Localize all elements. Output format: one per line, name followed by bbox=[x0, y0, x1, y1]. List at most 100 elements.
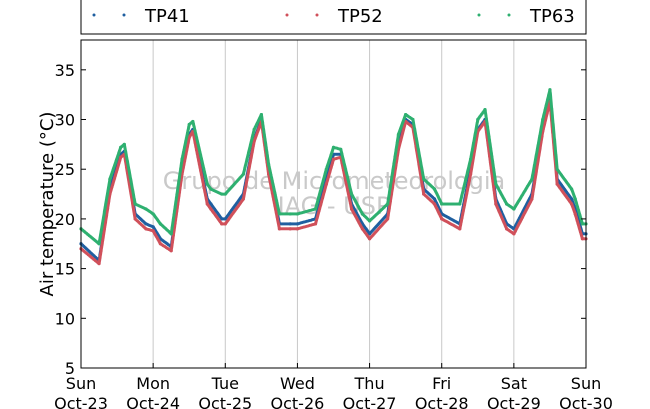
data-point bbox=[360, 212, 364, 216]
x-tick-label-date: Oct-25 bbox=[198, 394, 252, 409]
y-axis: 5 10 15 20 25 30 35 bbox=[55, 61, 586, 378]
data-point bbox=[367, 237, 372, 241]
data-point bbox=[339, 147, 343, 151]
data-point bbox=[209, 207, 213, 211]
data-point bbox=[458, 227, 462, 231]
data-point bbox=[205, 202, 209, 206]
data-point bbox=[505, 227, 509, 231]
data-point bbox=[187, 135, 191, 140]
data-point bbox=[569, 197, 574, 201]
data-point bbox=[187, 122, 191, 127]
legend-label-tp41: TP41 bbox=[144, 6, 190, 27]
data-point bbox=[324, 167, 328, 171]
data-point bbox=[422, 177, 426, 181]
data-point bbox=[277, 212, 281, 216]
data-point bbox=[512, 232, 516, 236]
data-point bbox=[133, 217, 137, 221]
data-point bbox=[432, 202, 437, 206]
data-point bbox=[191, 119, 195, 124]
x-tick-label-day: Thu bbox=[354, 374, 385, 393]
legend: TP41 TP52 TP63 bbox=[80, 0, 587, 35]
x-tick-label-day: Fri bbox=[432, 374, 451, 393]
legend-label-tp52: TP52 bbox=[337, 6, 383, 27]
data-point bbox=[494, 202, 498, 206]
x-tick-label-day: Mon bbox=[136, 374, 170, 393]
data-point bbox=[223, 222, 227, 226]
data-point bbox=[468, 157, 473, 161]
data-point bbox=[151, 229, 155, 233]
x-tick-label-date: Oct-23 bbox=[54, 394, 108, 409]
watermark-line-1: Grupo de Micrometeorologia bbox=[163, 167, 505, 195]
data-point bbox=[313, 207, 318, 211]
data-point bbox=[151, 225, 155, 229]
data-point bbox=[555, 167, 559, 171]
data-point bbox=[396, 132, 401, 137]
data-point bbox=[548, 88, 552, 92]
data-point bbox=[223, 217, 227, 221]
data-point bbox=[541, 117, 545, 122]
data-point bbox=[288, 222, 292, 226]
data-point bbox=[144, 222, 148, 226]
data-point bbox=[367, 219, 372, 223]
x-tick-label-day: Sat bbox=[501, 374, 527, 393]
data-point bbox=[440, 202, 444, 206]
data-point bbox=[349, 207, 354, 211]
data-point bbox=[288, 227, 292, 231]
x-tick-label-date: Oct-24 bbox=[126, 394, 180, 409]
data-point bbox=[241, 197, 245, 201]
data-point bbox=[220, 222, 224, 226]
data-point bbox=[223, 192, 227, 196]
data-point bbox=[411, 117, 415, 122]
data-point bbox=[209, 202, 213, 206]
data-point bbox=[367, 232, 372, 236]
data-point bbox=[331, 157, 336, 161]
data-point bbox=[169, 232, 173, 236]
data-point bbox=[331, 145, 336, 149]
data-point bbox=[169, 249, 173, 253]
legend-marker bbox=[477, 13, 481, 17]
data-point bbox=[158, 222, 162, 226]
series-tp63 bbox=[79, 88, 588, 246]
x-axis: SunOct-23MonOct-24TueOct-25WedOct-26ThuO… bbox=[54, 363, 613, 409]
data-point bbox=[530, 197, 534, 201]
data-point bbox=[144, 227, 148, 231]
data-point bbox=[158, 242, 162, 246]
y-tick-label: 30 bbox=[55, 111, 75, 130]
data-point bbox=[569, 187, 574, 191]
legend-box bbox=[80, 0, 587, 35]
data-point bbox=[324, 182, 328, 186]
x-tick-label-day: Sun bbox=[571, 374, 601, 393]
data-point bbox=[458, 202, 462, 206]
data-point bbox=[259, 112, 263, 117]
data-point bbox=[252, 127, 256, 132]
y-axis-label: Air temperature (°C) bbox=[37, 112, 58, 297]
y-tick-label: 15 bbox=[55, 260, 75, 279]
x-tick-label-day: Wed bbox=[280, 374, 315, 393]
legend-marker bbox=[315, 13, 319, 17]
legend-marker bbox=[92, 13, 96, 17]
data-point bbox=[386, 202, 390, 206]
data-point bbox=[205, 182, 209, 186]
y-tick-label: 5 bbox=[65, 359, 75, 378]
legend-marker bbox=[122, 13, 126, 17]
data-point bbox=[555, 182, 559, 186]
data-point bbox=[108, 177, 112, 181]
data-point bbox=[580, 237, 584, 241]
data-point bbox=[266, 162, 271, 166]
data-point bbox=[313, 222, 318, 226]
x-tick-label-date: Oct-29 bbox=[487, 394, 541, 409]
x-tick-label-date: Oct-28 bbox=[415, 394, 469, 409]
x-tick-label-day: Sun bbox=[66, 374, 96, 393]
data-point bbox=[288, 212, 292, 216]
data-point bbox=[432, 197, 437, 201]
plot-frame bbox=[80, 39, 587, 369]
data-point bbox=[404, 112, 408, 117]
data-point bbox=[209, 187, 213, 191]
x-tick-label-date: Oct-26 bbox=[271, 394, 325, 409]
data-point bbox=[277, 227, 281, 231]
data-point bbox=[440, 217, 444, 221]
data-point bbox=[476, 117, 480, 122]
data-point bbox=[360, 227, 364, 231]
data-point bbox=[241, 172, 245, 176]
